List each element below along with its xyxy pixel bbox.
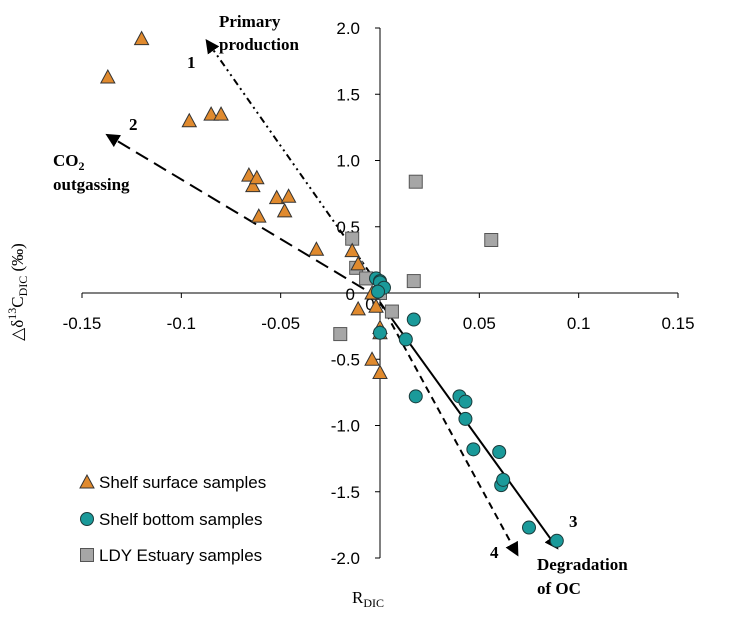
circle-point xyxy=(408,389,423,404)
triangle-point xyxy=(308,241,325,256)
triangle-point xyxy=(133,30,150,46)
y-tick-label: 1.0 xyxy=(336,152,360,171)
legend-marker-triangle xyxy=(79,473,95,489)
arrow-number-label-3: 3 xyxy=(569,512,578,531)
arrow-number-label-2: 2 xyxy=(129,115,138,134)
circle-point xyxy=(466,442,481,457)
y-tick-label: 1.5 xyxy=(336,85,360,104)
arrow-number-label-4: 4 xyxy=(490,543,499,562)
square-point xyxy=(384,304,399,319)
circle-point xyxy=(406,312,421,327)
triangle-point xyxy=(372,364,388,379)
circle-point xyxy=(549,533,564,548)
square-point xyxy=(333,327,348,342)
square-point xyxy=(484,233,499,247)
legend-label: Shelf surface samples xyxy=(99,473,266,492)
triangle-point xyxy=(248,169,265,185)
y-tick-label: 0 xyxy=(346,285,355,304)
y-axis-label: △δ13CDIC (‰) xyxy=(5,243,30,341)
square-point xyxy=(406,274,421,289)
data-points xyxy=(99,30,564,548)
triangle-point xyxy=(250,208,267,223)
triangle-point xyxy=(364,351,380,366)
y-tick-label: -1.5 xyxy=(331,483,360,502)
triangle-point xyxy=(344,242,361,258)
circle-point xyxy=(458,394,473,409)
x-tick-label: -0.15 xyxy=(63,314,102,333)
degradation-label-line1: Degradation xyxy=(537,555,628,574)
triangle-point xyxy=(350,255,366,271)
y-tick-label: 2.0 xyxy=(336,19,360,38)
primary-production-label-line1: Primary xyxy=(219,12,281,31)
x-tick-label: 0.1 xyxy=(567,314,591,333)
circle-point xyxy=(492,445,507,459)
circle-point xyxy=(373,325,387,340)
circle-point xyxy=(398,332,413,347)
arrow-number-label-1: 1 xyxy=(187,53,196,72)
co2-outgassing-label-line2: outgassing xyxy=(53,175,130,194)
trend-arrow-1 xyxy=(205,38,371,274)
legend-label: Shelf bottom samples xyxy=(99,510,262,529)
triangle-point xyxy=(241,167,257,182)
y-tick-label: -2.0 xyxy=(331,549,360,568)
x-tick-label: 0.15 xyxy=(661,314,694,333)
triangle-point xyxy=(245,177,261,193)
square-point xyxy=(408,174,423,189)
x-tick-label: 0.05 xyxy=(463,314,496,333)
legend-marker-square xyxy=(80,548,94,562)
annotations: 1 2 3 4 Primary production CO2 outgassing Degrad… xyxy=(53,12,628,598)
trend-arrow-2 xyxy=(105,133,365,290)
y-tick-label: -0.5 xyxy=(331,350,360,369)
y-tick-label: -1.0 xyxy=(331,417,360,436)
triangle-point xyxy=(276,202,293,218)
circle-point xyxy=(458,411,473,426)
triangle-point xyxy=(350,300,366,316)
legend-marker-circle xyxy=(80,512,94,526)
degradation-label-line2: of OC xyxy=(537,579,581,598)
triangle-point xyxy=(99,68,116,84)
circle-point xyxy=(496,472,511,487)
triangle-point xyxy=(280,188,297,203)
x-tick-label: -0.05 xyxy=(261,314,300,333)
axes: -0.15 -0.1 -0.05 0.05 0.1 0.1502.01.51.00.5-0… xyxy=(5,19,695,610)
legend: Shelf surface samples Shelf bottom sample… xyxy=(79,473,266,565)
x-axis-label: RDIC xyxy=(352,588,384,610)
triangle-point xyxy=(203,106,219,121)
x-tick-label: 0 xyxy=(365,295,374,314)
triangle-point xyxy=(368,298,384,313)
circle-point xyxy=(371,284,386,299)
circle-point xyxy=(522,520,536,535)
primary-production-label-line2: production xyxy=(219,35,300,54)
x-tick-label: -0.1 xyxy=(167,314,196,333)
legend-label: LDY Estuary samples xyxy=(99,546,262,565)
triangle-point xyxy=(213,106,229,121)
triangle-point xyxy=(181,112,198,128)
triangle-point xyxy=(268,189,285,205)
co2-outgassing-label-line1: CO2 xyxy=(53,151,85,173)
